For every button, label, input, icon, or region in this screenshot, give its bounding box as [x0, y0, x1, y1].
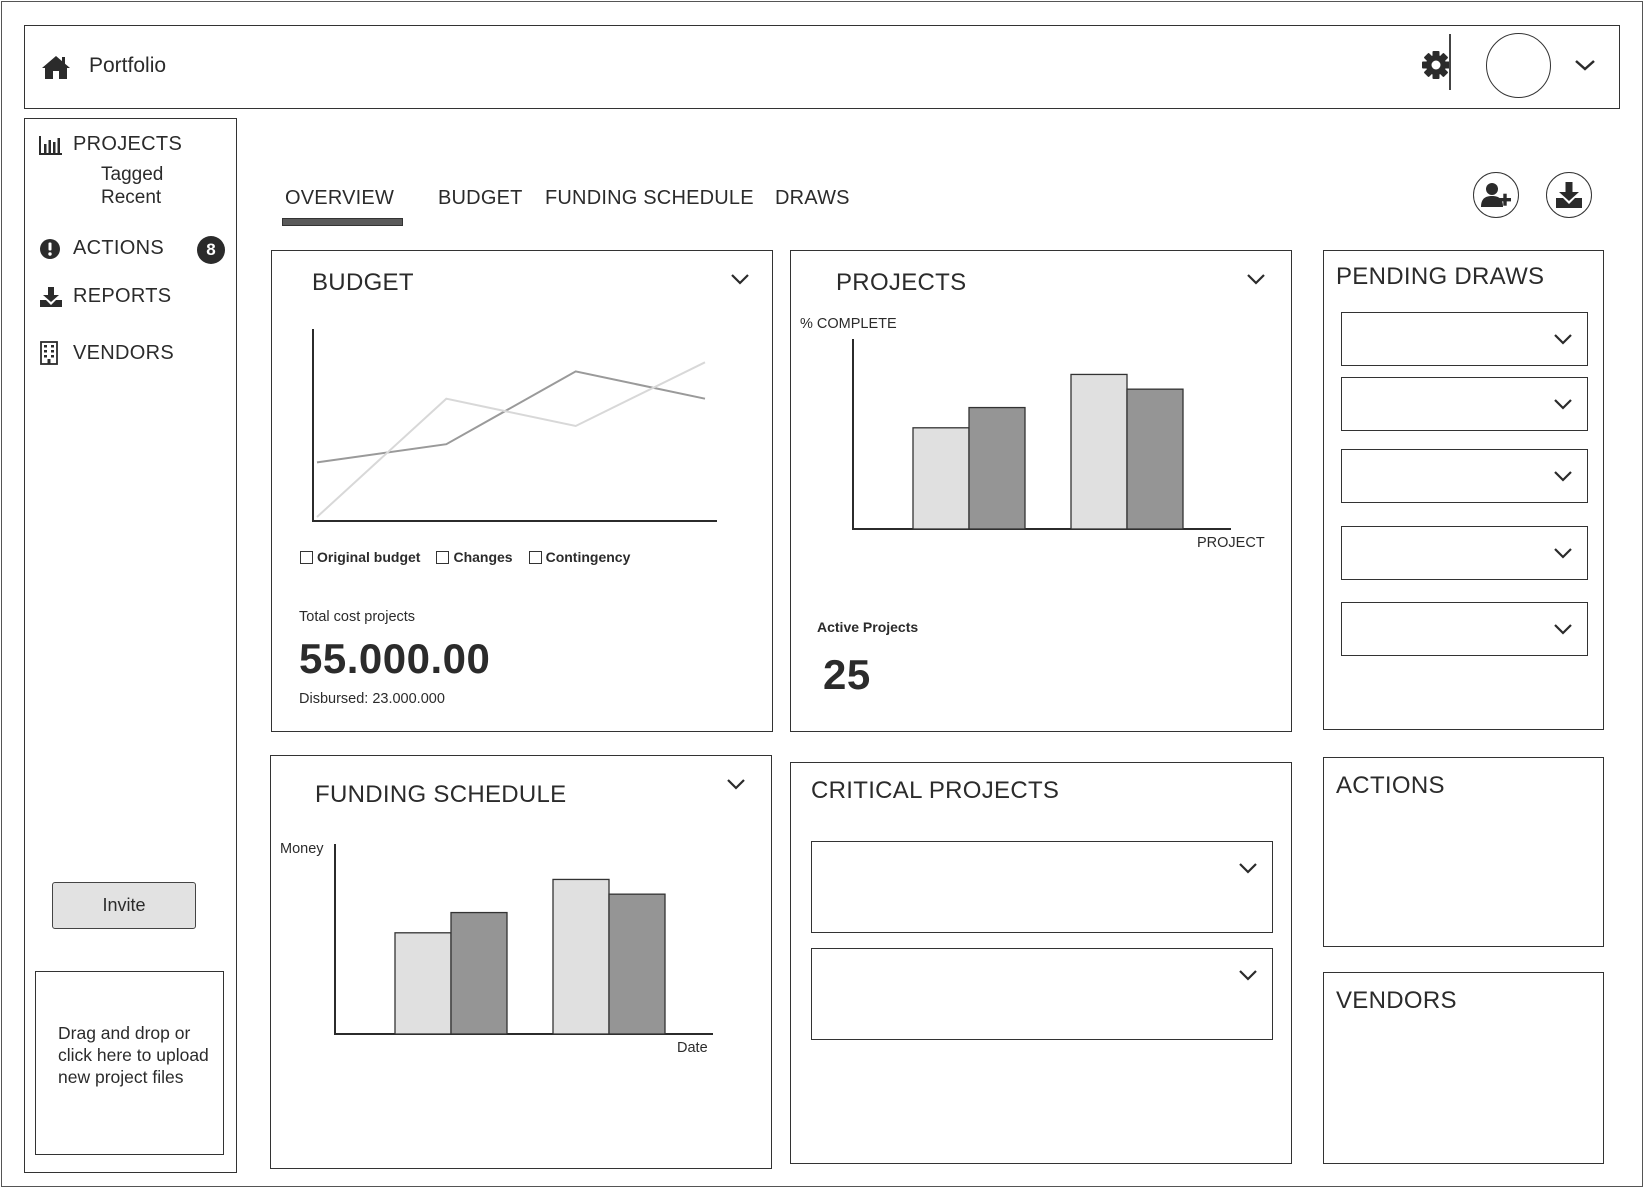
critical-project-dropdown[interactable]	[811, 948, 1273, 1040]
active-tab-indicator	[282, 218, 403, 226]
tab-overview[interactable]: OVERVIEW	[285, 187, 395, 209]
bar-g0-s0	[394, 932, 452, 1035]
pending-draw-dropdown[interactable]	[1341, 526, 1588, 580]
bar-g0-s1	[450, 911, 508, 1035]
sidebar-item-label: ACTIONS	[73, 237, 164, 259]
app-title: Portfolio	[89, 54, 167, 77]
vendors-card: VENDORS	[1323, 972, 1604, 1164]
chevron-down-icon[interactable]	[1238, 862, 1258, 875]
pending-draws-card: PENDING DRAWS	[1323, 250, 1604, 730]
tab-budget[interactable]: BUDGET	[438, 187, 523, 209]
chevron-down-icon[interactable]	[1553, 470, 1573, 483]
tab-funding-schedule[interactable]: FUNDING SCHEDULE	[545, 187, 754, 209]
sidebar-item-label: VENDORS	[73, 341, 175, 364]
header-divider	[1449, 34, 1451, 90]
chevron-down-icon[interactable]	[1246, 273, 1266, 286]
download-icon	[1555, 181, 1583, 209]
sidebar: PROJECTS Tagged Recent ACTIONS 8 REPORTS…	[24, 118, 237, 1173]
projects-card: PROJECTS % COMPLETE PROJECT Active Proje…	[790, 250, 1292, 732]
funding-schedule-card: FUNDING SCHEDULE Money Date	[270, 755, 772, 1169]
legend-item[interactable]: Original budget	[300, 549, 420, 565]
avatar[interactable]	[1486, 33, 1551, 98]
chevron-down-icon[interactable]	[726, 778, 746, 791]
home-icon[interactable]	[41, 54, 71, 80]
card-title: PROJECTS	[836, 269, 967, 296]
x-axis-label: PROJECT	[1197, 535, 1265, 551]
pending-draw-dropdown[interactable]	[1341, 602, 1588, 656]
card-title: ACTIONS	[1336, 772, 1445, 799]
legend-label: Contingency	[545, 549, 631, 565]
projects-bar-chart	[852, 339, 1231, 530]
bar-g0-s1	[968, 406, 1026, 530]
actions-card: ACTIONS	[1323, 757, 1604, 947]
tab-draws[interactable]: DRAWS	[775, 187, 850, 209]
card-title: VENDORS	[1336, 987, 1457, 1014]
checkbox-icon[interactable]	[528, 550, 542, 564]
chevron-down-icon[interactable]	[1553, 333, 1573, 346]
disbursed-value: Disbursed: 23.000.000	[299, 691, 445, 707]
sidebar-item-projects[interactable]: PROJECTS	[39, 133, 182, 156]
legend-item[interactable]: Contingency	[528, 549, 631, 565]
chevron-down-icon[interactable]	[730, 273, 750, 286]
gear-icon[interactable]	[1421, 50, 1451, 80]
card-title: PENDING DRAWS	[1336, 263, 1545, 290]
sidebar-item-vendors[interactable]: VENDORS	[39, 341, 174, 365]
checkbox-icon[interactable]	[300, 550, 313, 564]
alert-icon	[39, 238, 73, 260]
add-user-button[interactable]	[1473, 172, 1519, 218]
series-line-0	[316, 370, 706, 464]
chevron-down-icon[interactable]	[1574, 58, 1596, 72]
funding-bar-chart	[334, 844, 713, 1035]
chevron-down-icon[interactable]	[1553, 398, 1573, 411]
x-axis-label: Date	[677, 1040, 708, 1056]
legend-item[interactable]: Changes	[436, 549, 513, 565]
active-projects-value: 25	[823, 651, 871, 698]
chevron-down-icon[interactable]	[1553, 623, 1573, 636]
bar-g1-s1	[608, 893, 666, 1035]
pending-draw-dropdown[interactable]	[1341, 449, 1588, 503]
legend-label: Changes	[453, 549, 513, 565]
sidebar-item-label: REPORTS	[73, 285, 172, 307]
critical-project-dropdown[interactable]	[811, 841, 1273, 933]
card-title: CRITICAL PROJECTS	[811, 777, 1060, 804]
total-cost-label: Total cost projects	[299, 609, 416, 625]
active-projects-label: Active Projects	[817, 619, 919, 635]
pending-draw-dropdown[interactable]	[1341, 377, 1588, 431]
budget-card: BUDGET Original budget Changes Contingen…	[271, 250, 773, 732]
chevron-down-icon[interactable]	[1553, 547, 1573, 560]
bar-g1-s1	[1126, 388, 1184, 530]
top-header: Portfolio	[24, 25, 1620, 109]
series-line-1	[316, 361, 706, 518]
chart-axes	[312, 329, 717, 522]
bar-chart-icon	[39, 135, 73, 155]
sidebar-item-label: PROJECTS	[73, 133, 183, 155]
y-axis-label: % COMPLETE	[800, 316, 897, 332]
y-axis-label: Money	[280, 841, 324, 857]
sidebar-item-reports[interactable]: REPORTS	[39, 285, 171, 308]
building-icon	[39, 341, 73, 365]
chart-legend: Original budget Changes Contingency	[300, 549, 646, 565]
critical-projects-card: CRITICAL PROJECTS	[790, 762, 1292, 1164]
card-title: FUNDING SCHEDULE	[315, 781, 567, 808]
chevron-down-icon[interactable]	[1238, 969, 1258, 982]
bar-g1-s0	[552, 878, 610, 1035]
bar-g1-s0	[1070, 373, 1128, 530]
total-cost-value: 55.000.00	[299, 635, 491, 682]
budget-line-chart	[312, 329, 717, 522]
card-title: BUDGET	[312, 269, 414, 296]
file-dropzone[interactable]: Drag and drop or click here to upload ne…	[35, 971, 224, 1155]
add-user-icon	[1480, 181, 1512, 209]
checkbox-icon[interactable]	[436, 550, 450, 564]
pending-draw-dropdown[interactable]	[1341, 312, 1588, 366]
download-icon	[39, 286, 73, 308]
download-button[interactable]	[1546, 172, 1592, 218]
sidebar-subitem-tagged[interactable]: Tagged	[101, 164, 164, 185]
bar-g0-s0	[912, 427, 970, 530]
invite-button[interactable]: Invite	[52, 882, 196, 929]
actions-count-badge: 8	[197, 236, 225, 264]
sidebar-item-actions[interactable]: ACTIONS	[39, 237, 164, 260]
legend-label: Original budget	[317, 549, 421, 565]
sidebar-subitem-recent[interactable]: Recent	[101, 187, 162, 208]
